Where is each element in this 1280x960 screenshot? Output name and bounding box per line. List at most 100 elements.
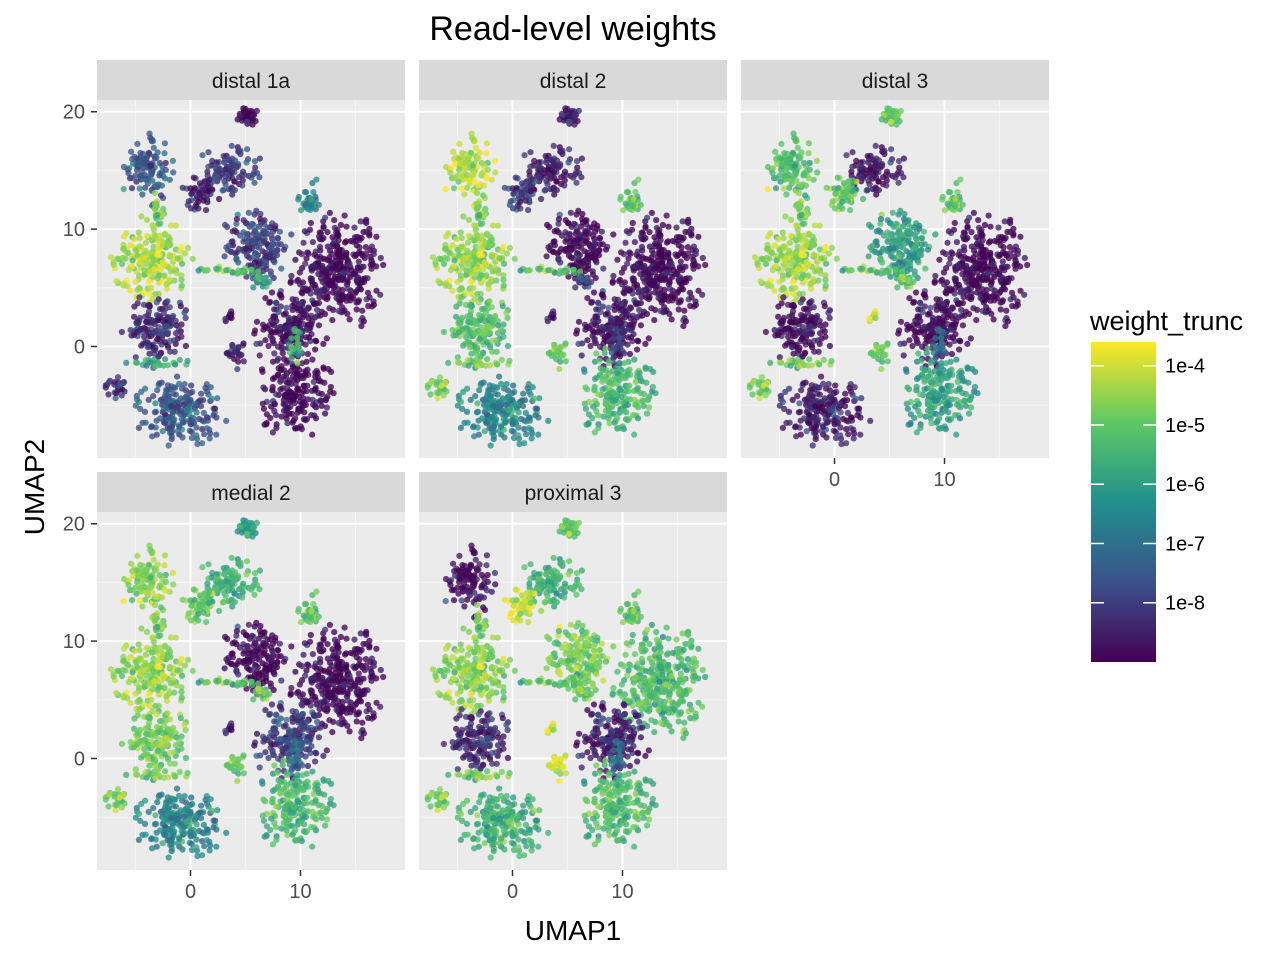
scatter-point (492, 169, 499, 176)
scatter-point (359, 307, 366, 314)
scatter-point (187, 419, 194, 426)
scatter-point (572, 171, 579, 178)
scatter-point (659, 261, 666, 268)
scatter-point (624, 260, 631, 267)
scatter-point (489, 268, 496, 275)
scatter-point (529, 430, 536, 437)
scatter-point (262, 295, 269, 302)
scatter-point (259, 400, 266, 407)
scatter-point (288, 410, 295, 417)
scatter-point (1002, 234, 1009, 242)
scatter-point (133, 155, 140, 162)
scatter-point (305, 334, 313, 341)
scatter-point (808, 298, 815, 305)
scatter-point (164, 298, 171, 305)
scatter-point (296, 329, 304, 336)
scatter-point (637, 322, 645, 329)
scatter-point (964, 255, 972, 262)
scatter-point (645, 271, 652, 278)
scatter-point (132, 354, 139, 361)
scatter-point (603, 401, 610, 408)
scatter-point (223, 417, 230, 424)
scatter-point (160, 396, 167, 403)
scatter-point (155, 272, 162, 279)
scatter-point (476, 336, 483, 343)
scatter-point (304, 382, 311, 389)
scatter-point (559, 147, 566, 154)
scatter-point (201, 418, 208, 425)
scatter-point (143, 232, 150, 239)
scatter-point (473, 409, 480, 416)
scatter-point (199, 152, 206, 159)
scatter-point (181, 250, 188, 257)
scatter-point (246, 235, 253, 242)
scatter-point (670, 293, 677, 300)
scatter-point (278, 413, 285, 420)
scatter-point (623, 409, 630, 416)
scatter-point (450, 185, 458, 192)
scatter-point (599, 330, 606, 338)
scatter-point (360, 318, 367, 325)
scatter-point (433, 381, 440, 388)
scatter-point (195, 205, 202, 212)
scatter-point (483, 150, 490, 157)
scatter-point (471, 295, 478, 302)
scatter-point (913, 338, 920, 345)
scatter-point (807, 330, 814, 337)
scatter-point (527, 177, 534, 184)
scatter-point (346, 260, 353, 267)
scatter-point (675, 237, 682, 244)
scatter-point (602, 246, 610, 253)
scatter-point (269, 387, 276, 394)
scatter-point (507, 244, 514, 251)
scatter-point (921, 323, 928, 330)
scatter-point (471, 222, 478, 229)
scatter-point (912, 289, 920, 296)
scatter-point (132, 278, 139, 285)
scatter-point (996, 270, 1003, 278)
scatter-point (630, 195, 637, 203)
scatter-point (914, 314, 921, 321)
scatter-point (873, 238, 880, 245)
scatter-point (987, 251, 994, 258)
scatter-point (933, 296, 940, 303)
scatter-point (778, 286, 785, 293)
scatter-point (614, 369, 621, 376)
scatter-point (473, 321, 480, 328)
scatter-point (974, 284, 981, 291)
scatter-point (675, 251, 682, 259)
scatter-point (999, 297, 1007, 304)
scatter-point (298, 307, 305, 314)
scatter-point (947, 255, 954, 262)
scatter-point (626, 322, 634, 329)
scatter-point (509, 205, 517, 212)
scatter-point (326, 305, 333, 312)
scatter-point (296, 393, 303, 400)
scatter-point (120, 282, 127, 289)
scatter-point (297, 348, 304, 355)
scatter-point (129, 257, 136, 264)
scatter-point (501, 385, 508, 392)
scatter-point (509, 396, 516, 403)
scatter-point (150, 393, 157, 400)
scatter-point (361, 255, 368, 262)
scatter-point (525, 207, 532, 214)
scatter-point (298, 372, 305, 379)
scatter-point (355, 286, 362, 293)
scatter-point (149, 295, 156, 302)
scatter-point (176, 380, 183, 387)
scatter-point (271, 259, 278, 266)
scatter-point (214, 395, 221, 402)
scatter-point (1024, 261, 1031, 269)
scatter-point (341, 212, 348, 219)
scatter-point (614, 415, 621, 422)
scatter-point (881, 232, 888, 239)
scatter-point (156, 159, 163, 167)
scatter-point (146, 290, 153, 297)
scatter-point (596, 247, 603, 254)
scatter-point (535, 431, 542, 438)
scatter-point (491, 157, 498, 164)
scatter-point (243, 245, 250, 252)
scatter-point (578, 352, 585, 359)
scatter-point (642, 235, 649, 242)
